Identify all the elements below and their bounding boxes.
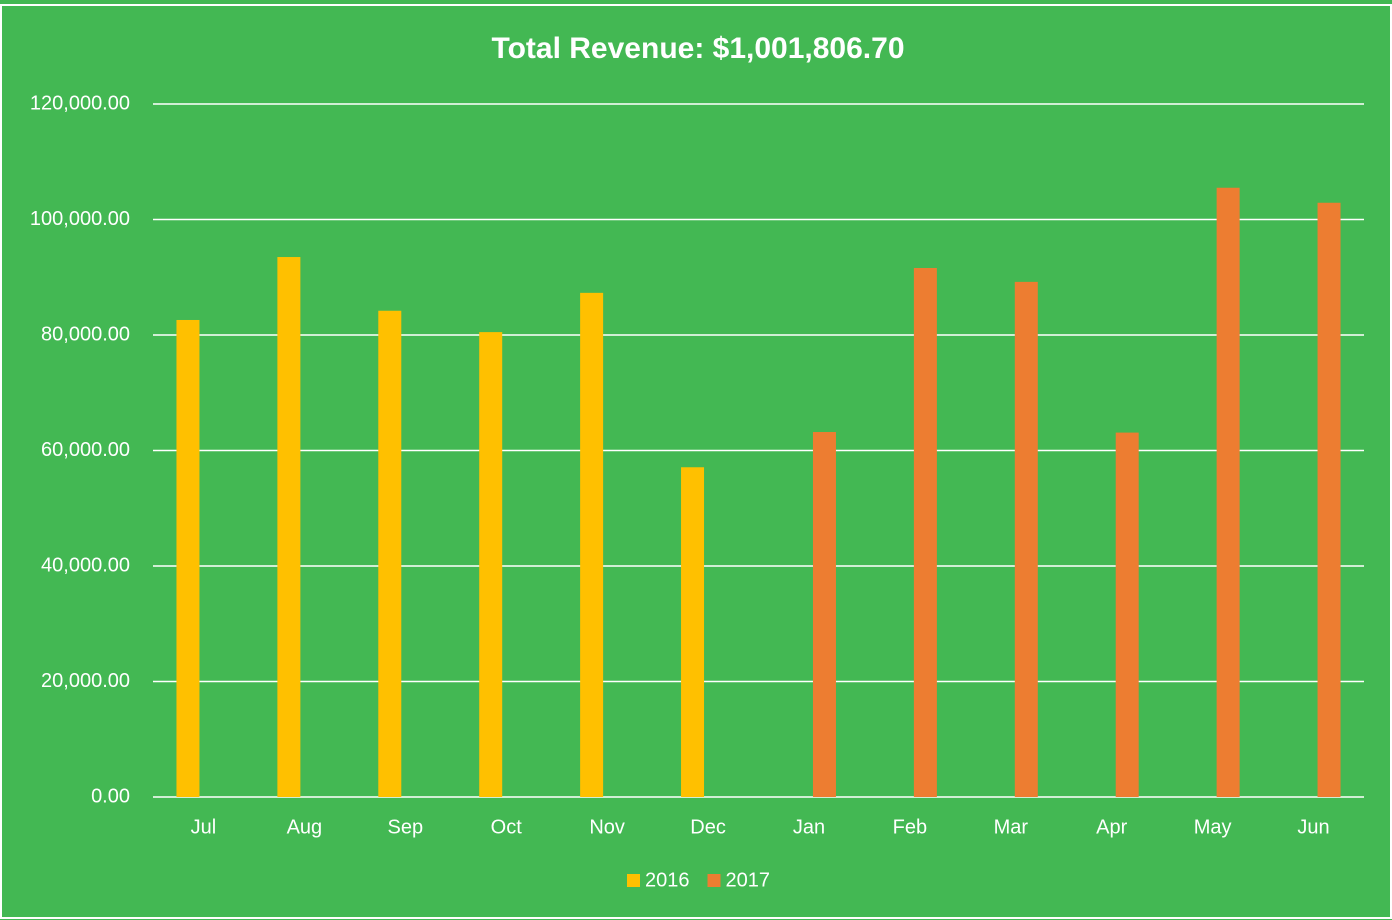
y-tick-label: 60,000.00 [41, 439, 130, 461]
legend-label: 2017 [726, 869, 771, 891]
bar [681, 467, 705, 797]
bar [479, 332, 503, 797]
bar [378, 310, 402, 797]
x-tick-label: Jan [793, 816, 825, 838]
x-tick-label: Feb [893, 816, 927, 838]
legend-swatch [627, 874, 640, 887]
x-tick-label: Nov [589, 816, 625, 838]
x-tick-label: Oct [491, 816, 523, 838]
bar [277, 257, 301, 798]
bar [1216, 187, 1240, 798]
x-tick-label: Aug [287, 816, 323, 838]
y-tick-label: 100,000.00 [30, 208, 130, 230]
x-tick-label: Jun [1297, 816, 1329, 838]
y-tick-label: 20,000.00 [41, 670, 130, 692]
bar [1317, 202, 1341, 797]
y-tick-label: 0.00 [91, 785, 130, 807]
bar [812, 432, 836, 797]
x-tick-label: May [1194, 816, 1232, 838]
legend-swatch [707, 874, 721, 887]
x-tick-label: Apr [1096, 816, 1127, 838]
bar [580, 292, 604, 797]
bar [1014, 281, 1038, 797]
legend-label: 2016 [645, 869, 690, 891]
y-tick-label: 80,000.00 [41, 323, 130, 345]
x-tick-label: Sep [387, 816, 423, 838]
chart-title: Total Revenue: $1,001,806.70 [492, 32, 905, 65]
bar [913, 268, 937, 797]
bar [1115, 432, 1139, 797]
x-tick-label: Jul [191, 816, 217, 838]
x-tick-label: Mar [994, 816, 1029, 838]
y-tick-label: 120,000.00 [30, 92, 130, 114]
x-tick-label: Dec [690, 816, 726, 838]
bar [176, 319, 200, 797]
y-tick-label: 40,000.00 [41, 554, 130, 576]
